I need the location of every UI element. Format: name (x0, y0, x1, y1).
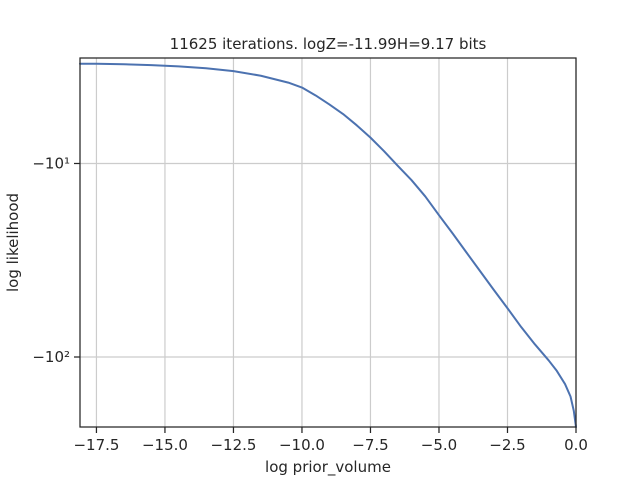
x-tick-label: 0.0 (564, 436, 588, 454)
y-tick-label: −10¹ (32, 154, 70, 172)
x-tick-label: −17.5 (73, 436, 119, 454)
x-axis-label: log prior_volume (265, 458, 391, 477)
y-tick-label: −10² (32, 348, 70, 366)
x-tick-label: −5.0 (421, 436, 457, 454)
x-tick-label: −10.0 (279, 436, 325, 454)
x-tick-label: −7.5 (352, 436, 388, 454)
x-tick-label: −2.5 (489, 436, 525, 454)
x-tick-label: −15.0 (142, 436, 188, 454)
x-axis: −17.5 −15.0 −12.5 −10.0 −7.5 −5.0 −2.5 0.0 (73, 427, 588, 454)
y-axis-label: log likelihood (4, 193, 22, 292)
series-line (79, 62, 577, 428)
grid (80, 58, 577, 427)
x-tick-label: −12.5 (210, 436, 256, 454)
series-layer (79, 62, 577, 428)
y-axis: −10¹ −10² (32, 154, 80, 366)
plot-frame (79, 57, 577, 428)
chart-title: 11625 iterations. logZ=-11.99H=9.17 bits (170, 35, 487, 53)
